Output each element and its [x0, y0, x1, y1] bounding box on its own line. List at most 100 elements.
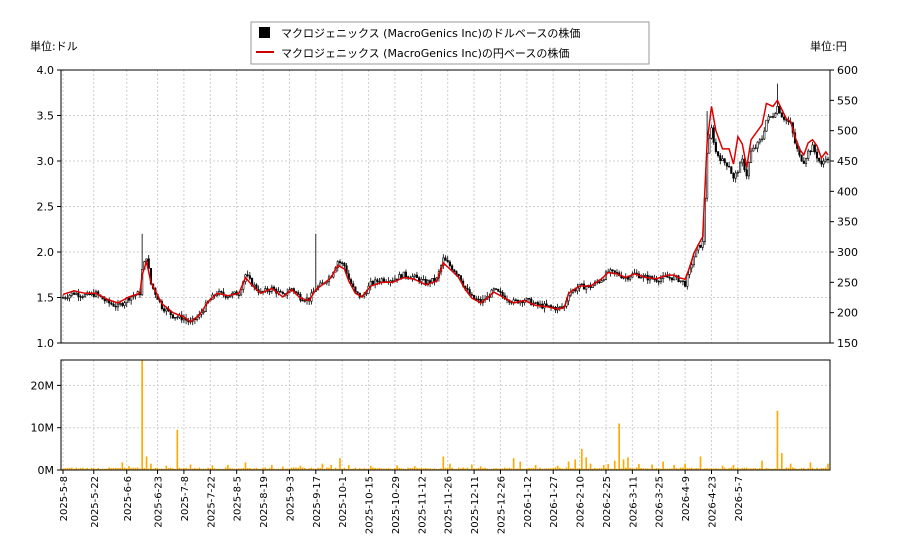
volume-bar — [594, 467, 596, 470]
volume-bar — [800, 468, 803, 470]
candle-body — [734, 172, 737, 179]
volume-bar — [238, 468, 240, 470]
candle-body — [233, 291, 236, 294]
candle-body — [728, 165, 731, 168]
volume-bar — [350, 468, 352, 470]
candle-body — [640, 277, 643, 279]
candle-body — [807, 150, 810, 159]
candle-body — [246, 274, 249, 276]
volume-bar — [145, 456, 148, 470]
candle-body — [721, 158, 724, 161]
volume-bar — [726, 468, 728, 470]
volume-bar — [734, 468, 737, 470]
candle-body — [343, 262, 346, 267]
candle-body — [453, 269, 456, 272]
volume-bar — [455, 468, 458, 470]
volume-bar — [198, 467, 201, 470]
volume-bar — [246, 468, 249, 470]
candle-body — [75, 292, 78, 295]
volume-bar — [273, 468, 275, 470]
volume-bar — [194, 468, 196, 470]
volume-bar — [314, 468, 317, 470]
volume-bar — [299, 465, 302, 470]
volume-bar — [827, 463, 829, 470]
volume-bar — [807, 468, 810, 470]
volume-bar — [79, 468, 82, 470]
candle-body — [121, 303, 124, 306]
candle-body — [774, 113, 777, 118]
candle-body — [813, 144, 816, 153]
volume-bar — [545, 468, 548, 470]
volume-bar — [73, 468, 75, 470]
x-tick-label: 2026-4-9 — [681, 476, 692, 521]
volume-bar — [257, 468, 260, 470]
y-right-tick-label: 550 — [837, 94, 858, 107]
x-tick-label: 2025-10-15 — [365, 476, 376, 534]
candle-body — [822, 160, 825, 165]
volume-bar — [402, 468, 405, 470]
candle-body — [690, 264, 693, 269]
volume-bar — [785, 467, 788, 470]
volume-bar — [640, 468, 642, 470]
volume-bar — [789, 463, 792, 470]
volume-bar — [376, 468, 379, 470]
volume-bar — [750, 468, 752, 470]
volume-bar — [781, 453, 783, 470]
volume-bar — [763, 468, 766, 470]
candle-body — [558, 306, 561, 308]
volume-bar — [719, 468, 722, 470]
candle-body — [600, 280, 603, 283]
volume-bar — [330, 464, 333, 470]
y-left-tick-label: 3.5 — [37, 110, 55, 123]
volume-bar — [798, 468, 801, 470]
candle-body — [754, 147, 757, 150]
volume-bar — [552, 467, 555, 470]
volume-bar — [411, 468, 414, 470]
volume-bar — [88, 468, 91, 470]
candle-body — [736, 171, 739, 174]
candle-body — [171, 314, 174, 319]
candle-body — [499, 291, 502, 293]
volume-bar — [710, 468, 713, 470]
volume-bar — [787, 467, 790, 470]
volume-bar — [312, 468, 315, 470]
volume-bar — [737, 467, 739, 470]
volume-bar — [712, 468, 715, 470]
volume-bar — [222, 468, 225, 470]
volume-bar — [229, 468, 231, 470]
volume-bar — [523, 468, 526, 470]
volume-bar — [466, 467, 469, 470]
volume-bar — [446, 467, 449, 470]
candle-body — [422, 278, 425, 281]
candle-body — [301, 299, 304, 302]
volume-bar — [796, 468, 799, 470]
candle-body — [800, 154, 803, 162]
volume-bar — [418, 468, 420, 470]
volume-bar — [449, 463, 451, 470]
candle-body — [776, 105, 779, 114]
volume-bar — [693, 468, 695, 470]
volume-bar — [150, 463, 152, 470]
candle-body — [679, 280, 682, 282]
y-left-tick-label: 2.5 — [37, 201, 55, 214]
volume-bar — [264, 467, 267, 470]
volume-bar — [216, 468, 218, 470]
volume-bar — [185, 468, 187, 470]
volume-bar — [501, 468, 504, 470]
volume-bar — [352, 468, 354, 470]
x-tick-label: 2025-7-22 — [206, 476, 217, 528]
x-tick-label: 2025-11-12 — [417, 476, 428, 534]
legend-box — [250, 21, 650, 65]
volume-bar — [189, 464, 192, 470]
volume-bar — [143, 467, 146, 470]
volume-bar — [464, 468, 467, 470]
x-tick-label: 2025-5-22 — [90, 476, 101, 528]
volume-bar — [282, 466, 284, 470]
candle-body — [103, 298, 106, 302]
volume-bar — [587, 468, 590, 470]
x-tick-label: 2026-1-27 — [549, 476, 560, 528]
volume-bar — [580, 448, 583, 470]
candle-body — [415, 274, 418, 278]
volume-bar — [123, 467, 126, 470]
volume-bar — [741, 467, 744, 470]
